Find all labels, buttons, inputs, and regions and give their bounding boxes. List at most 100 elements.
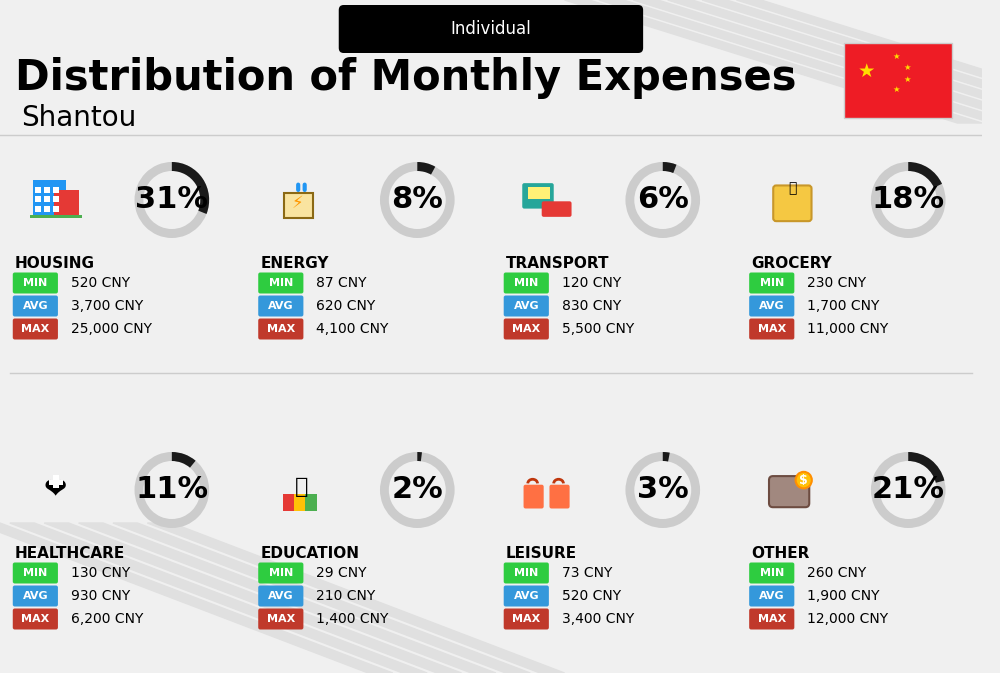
FancyBboxPatch shape xyxy=(749,295,794,316)
FancyBboxPatch shape xyxy=(13,295,58,316)
Text: ★: ★ xyxy=(903,63,911,71)
FancyBboxPatch shape xyxy=(30,215,82,219)
Text: AVG: AVG xyxy=(268,591,294,601)
FancyBboxPatch shape xyxy=(53,187,59,193)
Wedge shape xyxy=(417,452,422,461)
Circle shape xyxy=(796,472,812,489)
Polygon shape xyxy=(702,0,1000,123)
FancyBboxPatch shape xyxy=(35,197,41,203)
Text: 3%: 3% xyxy=(637,476,689,505)
FancyBboxPatch shape xyxy=(258,273,303,293)
Text: 8%: 8% xyxy=(391,186,443,215)
Polygon shape xyxy=(0,523,393,673)
FancyBboxPatch shape xyxy=(528,188,550,199)
Text: 🥦: 🥦 xyxy=(788,182,797,195)
FancyBboxPatch shape xyxy=(49,480,63,485)
Wedge shape xyxy=(135,452,209,528)
Text: MIN: MIN xyxy=(269,278,293,288)
Text: 830 CNY: 830 CNY xyxy=(562,299,621,313)
Text: MIN: MIN xyxy=(269,568,293,578)
Text: TRANSPORT: TRANSPORT xyxy=(506,256,609,271)
FancyBboxPatch shape xyxy=(258,563,303,583)
Text: MIN: MIN xyxy=(23,568,47,578)
Text: ★: ★ xyxy=(857,62,875,81)
Text: 6,200 CNY: 6,200 CNY xyxy=(71,612,143,626)
Polygon shape xyxy=(599,0,1000,123)
FancyBboxPatch shape xyxy=(504,273,549,293)
Text: HEALTHCARE: HEALTHCARE xyxy=(15,546,125,561)
FancyBboxPatch shape xyxy=(35,206,41,211)
Polygon shape xyxy=(79,523,496,673)
Wedge shape xyxy=(908,452,944,483)
Text: 21%: 21% xyxy=(872,476,945,505)
Text: 1,400 CNY: 1,400 CNY xyxy=(316,612,389,626)
Wedge shape xyxy=(625,162,700,238)
FancyBboxPatch shape xyxy=(339,5,643,53)
FancyBboxPatch shape xyxy=(773,186,812,221)
Text: MAX: MAX xyxy=(512,614,540,624)
Text: ★: ★ xyxy=(893,52,900,61)
Text: Individual: Individual xyxy=(451,20,531,38)
Text: 11%: 11% xyxy=(135,476,208,505)
Wedge shape xyxy=(380,162,455,238)
FancyBboxPatch shape xyxy=(44,197,50,203)
FancyBboxPatch shape xyxy=(749,586,794,606)
FancyBboxPatch shape xyxy=(504,563,549,583)
Text: MAX: MAX xyxy=(758,614,786,624)
FancyBboxPatch shape xyxy=(504,586,549,606)
Text: 930 CNY: 930 CNY xyxy=(71,589,130,603)
Text: 120 CNY: 120 CNY xyxy=(562,276,621,290)
Text: GROCERY: GROCERY xyxy=(751,256,832,271)
Text: 73 CNY: 73 CNY xyxy=(562,566,612,580)
Text: MAX: MAX xyxy=(267,614,295,624)
Text: Shantou: Shantou xyxy=(22,104,137,132)
Polygon shape xyxy=(147,523,565,673)
Text: AVG: AVG xyxy=(513,301,539,311)
Wedge shape xyxy=(663,452,670,462)
Wedge shape xyxy=(380,452,455,528)
FancyBboxPatch shape xyxy=(13,563,58,583)
Text: AVG: AVG xyxy=(759,301,785,311)
Text: 11,000 CNY: 11,000 CNY xyxy=(807,322,888,336)
FancyBboxPatch shape xyxy=(258,318,303,339)
Text: MAX: MAX xyxy=(21,324,49,334)
Wedge shape xyxy=(417,162,435,174)
Text: 1,900 CNY: 1,900 CNY xyxy=(807,589,880,603)
FancyBboxPatch shape xyxy=(13,318,58,339)
Text: 4,100 CNY: 4,100 CNY xyxy=(316,322,389,336)
Text: 130 CNY: 130 CNY xyxy=(71,566,130,580)
Text: 12,000 CNY: 12,000 CNY xyxy=(807,612,888,626)
Polygon shape xyxy=(44,523,461,673)
Text: MAX: MAX xyxy=(267,324,295,334)
Text: 3,400 CNY: 3,400 CNY xyxy=(562,612,634,626)
FancyBboxPatch shape xyxy=(258,608,303,629)
Wedge shape xyxy=(625,452,700,528)
Text: 2%: 2% xyxy=(391,476,443,505)
Text: 87 CNY: 87 CNY xyxy=(316,276,367,290)
FancyBboxPatch shape xyxy=(522,183,554,209)
FancyBboxPatch shape xyxy=(844,43,952,118)
Polygon shape xyxy=(113,523,530,673)
Text: MIN: MIN xyxy=(514,568,538,578)
FancyBboxPatch shape xyxy=(13,273,58,293)
Text: MAX: MAX xyxy=(21,614,49,624)
FancyBboxPatch shape xyxy=(33,180,66,217)
Text: 29 CNY: 29 CNY xyxy=(316,566,367,580)
Text: EDUCATION: EDUCATION xyxy=(260,546,359,561)
Wedge shape xyxy=(172,452,196,468)
Polygon shape xyxy=(565,0,982,123)
Wedge shape xyxy=(871,452,946,528)
FancyBboxPatch shape xyxy=(549,485,570,509)
Text: AVG: AVG xyxy=(513,591,539,601)
Text: 260 CNY: 260 CNY xyxy=(807,566,866,580)
FancyBboxPatch shape xyxy=(258,586,303,606)
Wedge shape xyxy=(871,162,946,238)
Text: Distribution of Monthly Expenses: Distribution of Monthly Expenses xyxy=(15,57,796,99)
Text: MIN: MIN xyxy=(514,278,538,288)
Text: 3,700 CNY: 3,700 CNY xyxy=(71,299,143,313)
Text: ❤️: ❤️ xyxy=(44,476,68,504)
FancyBboxPatch shape xyxy=(53,206,59,211)
Text: 1,700 CNY: 1,700 CNY xyxy=(807,299,879,313)
FancyBboxPatch shape xyxy=(504,318,549,339)
FancyBboxPatch shape xyxy=(749,318,794,339)
